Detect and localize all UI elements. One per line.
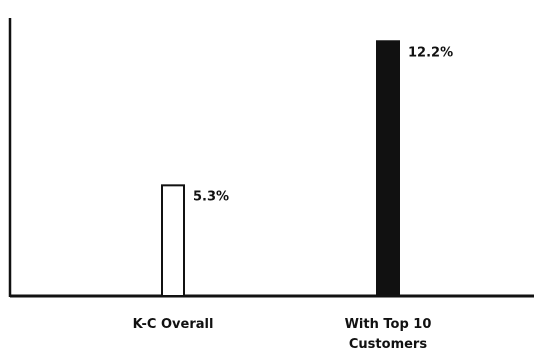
category-label-with-top-10-customers-line-1: With Top 10	[345, 317, 432, 332]
category-label-k-c-overall: K-C Overall	[133, 317, 214, 332]
value-label-k-c-overall: 5.3%	[193, 189, 229, 204]
bar-with-top-10-customers	[376, 40, 400, 297]
bar-k-c-overall	[161, 184, 185, 297]
category-label-with-top-10-customers-line-2: Customers	[349, 337, 427, 350]
value-label-with-top-10-customers: 12.2%	[408, 45, 453, 60]
